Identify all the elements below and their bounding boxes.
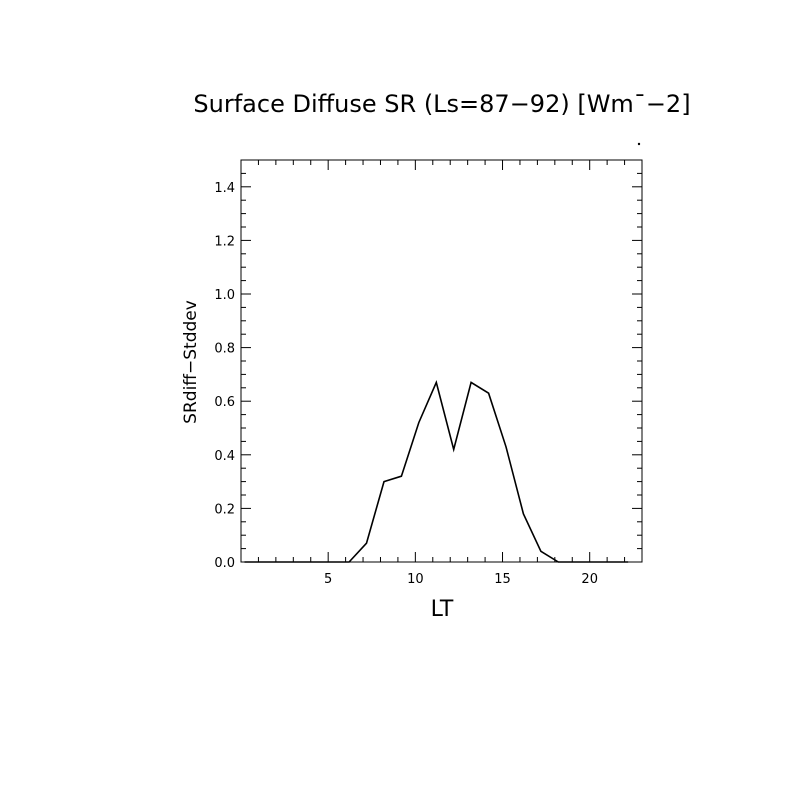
y-tick-label: 0.6	[214, 395, 235, 410]
x-tick-label: 20	[581, 572, 598, 587]
y-tick-label: 0.4	[214, 449, 235, 464]
chart-title: Surface Diffuse SR (Ls=87−92) [Wm¯−2]	[193, 90, 690, 118]
y-tick-label: 0.8	[214, 342, 235, 357]
corner-dot	[637, 142, 641, 146]
y-tick-label: 1.2	[214, 234, 235, 249]
y-tick-label: 0.0	[214, 556, 235, 571]
x-tick-label: 15	[494, 572, 511, 587]
plot-area: 5 10 15 20 0.0 0.2 0.4 0.6 0.8 1.0 1.2 1.4	[214, 142, 643, 587]
x-tick-label: 5	[324, 572, 332, 587]
y-tick-label: 1.4	[214, 181, 235, 196]
series-line	[244, 379, 629, 563]
x-axis-label: LT	[431, 597, 454, 622]
y-axis-label: SRdiff−Stddev	[181, 300, 201, 424]
y-tick-label: 1.0	[214, 288, 235, 303]
x-tick-label: 10	[407, 572, 424, 587]
y-tick-label: 0.2	[214, 502, 235, 517]
plot-frame	[240, 159, 643, 563]
